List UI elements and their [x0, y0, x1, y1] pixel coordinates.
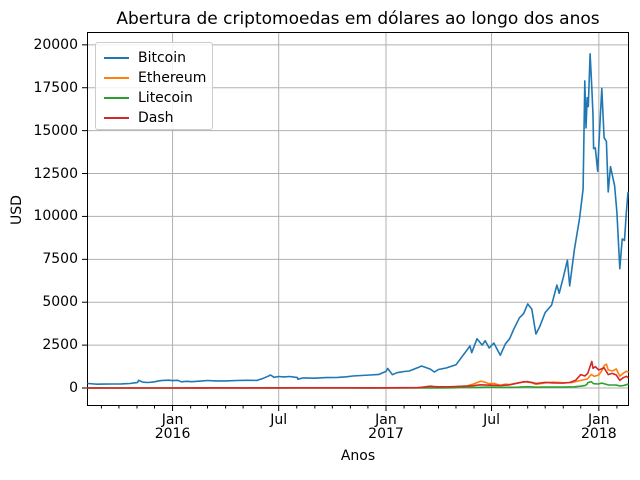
- legend-item-litecoin: Litecoin: [104, 88, 212, 108]
- y-tick-label: 5000: [42, 294, 78, 311]
- series-line-dash: [87, 360, 629, 389]
- x-tick-label: Jul: [270, 412, 288, 428]
- legend-line-dash-icon: [104, 117, 129, 119]
- x-axis-label: Anos: [340, 448, 376, 464]
- y-tick-label: 2500: [42, 337, 78, 354]
- legend-line-ethereum-icon: [104, 77, 129, 79]
- y-tick-label: 0: [69, 380, 78, 396]
- legend-label-litecoin: Litecoin: [138, 90, 193, 106]
- y-tick-label: 12500: [33, 165, 78, 182]
- legend-item-dash: Dash: [104, 108, 212, 128]
- legend-item-bitcoin: Bitcoin: [104, 48, 212, 68]
- y-tick-label: 17500: [33, 79, 78, 96]
- legend-line-bitcoin-icon: [104, 57, 129, 59]
- legend-label-bitcoin: Bitcoin: [138, 50, 187, 66]
- legend-label-dash: Dash: [138, 110, 174, 126]
- plot-canvas: [82, 33, 629, 411]
- x-tick-label: Jul: [483, 412, 500, 428]
- y-tick-label: 7500: [42, 251, 78, 268]
- legend-label-ethereum: Ethereum: [138, 70, 207, 86]
- x-tick-label: Jan 2018: [581, 412, 617, 442]
- legend-line-litecoin-icon: [104, 97, 129, 99]
- legend: Bitcoin Ethereum Litecoin Dash: [95, 42, 213, 130]
- y-tick-label: 15000: [33, 122, 78, 139]
- y-axis-label: USD: [9, 195, 25, 225]
- plot-area: Bitcoin Ethereum Litecoin Dash: [82, 32, 629, 411]
- chart-title: Abertura de criptomoedas em dólares ao l…: [116, 9, 600, 29]
- x-tick-label: Jan 2016: [154, 412, 191, 442]
- x-tick-label: Jan 2017: [368, 412, 404, 442]
- series-line-bitcoin: [87, 52, 629, 386]
- legend-item-ethereum: Ethereum: [104, 68, 212, 88]
- y-tick-label: 20000: [33, 36, 78, 53]
- y-tick-label: 10000: [33, 208, 78, 225]
